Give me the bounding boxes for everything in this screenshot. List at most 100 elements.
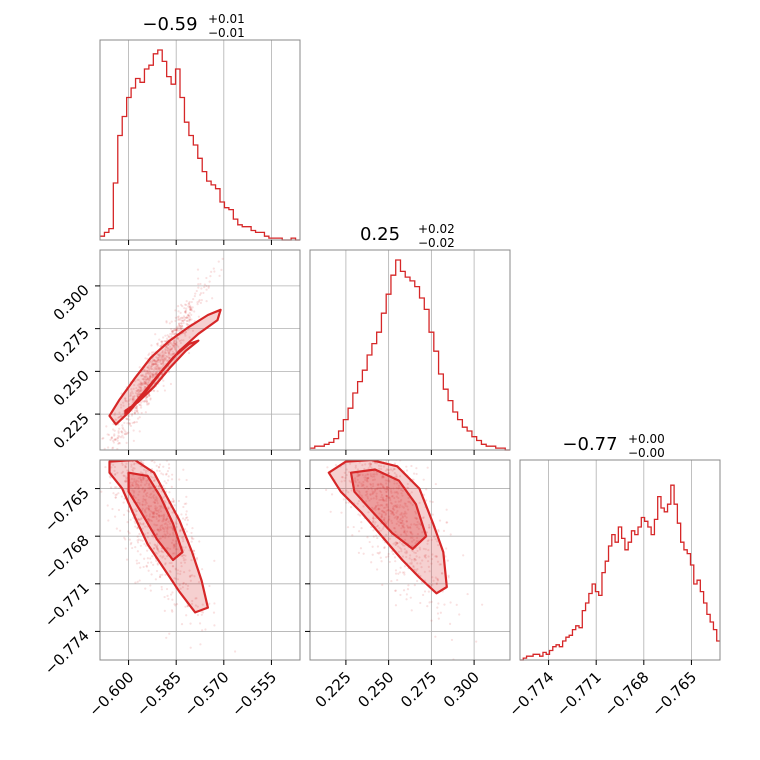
sample-point (181, 319, 184, 322)
sample-point (121, 426, 124, 429)
sample-point (121, 431, 124, 434)
sample-point (138, 503, 141, 506)
sample-point (159, 555, 162, 558)
sample-point (104, 465, 107, 469)
sample-point (166, 506, 170, 509)
sample-point (394, 589, 397, 592)
sample-point (336, 453, 338, 455)
sample-point (160, 343, 164, 346)
sample-point (393, 467, 396, 471)
sample-point (402, 512, 405, 515)
sample-point (152, 515, 155, 518)
sample-point (150, 364, 153, 367)
sample-point (168, 352, 171, 355)
sample-point (185, 316, 188, 319)
sample-point (176, 336, 179, 340)
sample-point (163, 354, 166, 357)
sample-point (133, 520, 136, 523)
sample-point (415, 540, 418, 543)
sample-point (438, 519, 442, 522)
sample-point (161, 354, 164, 358)
sample-point (376, 551, 379, 555)
sample-point (366, 473, 370, 476)
sample-point (154, 360, 158, 364)
sample-point (161, 526, 164, 529)
sample-point (163, 522, 166, 526)
sample-point (411, 536, 414, 539)
sample-point (399, 521, 403, 525)
sample-point (350, 489, 353, 492)
sample-point (436, 612, 440, 615)
sample-point (165, 346, 168, 349)
sample-point (200, 613, 203, 616)
sample-point (180, 622, 184, 626)
sample-point (405, 516, 408, 519)
sample-point (409, 502, 412, 505)
sample-point (171, 457, 173, 459)
sample-point (386, 506, 389, 509)
sample-point (139, 401, 143, 404)
sample-point (369, 493, 372, 496)
sample-point (124, 480, 128, 483)
sample-point (376, 487, 379, 490)
sample-point (366, 480, 369, 483)
sample-point (166, 347, 169, 350)
sample-point (165, 320, 168, 323)
sample-point (357, 530, 361, 533)
sample-point (174, 316, 177, 319)
sample-point (190, 559, 193, 562)
sample-point (396, 509, 399, 513)
sample-point (108, 475, 112, 478)
sample-point (158, 354, 161, 357)
sample-point (172, 353, 175, 356)
sample-point (163, 480, 166, 483)
sample-point (140, 460, 143, 463)
sample-point (403, 526, 406, 529)
sample-point (211, 668, 213, 670)
sample-point (191, 306, 194, 309)
sample-point (173, 603, 176, 606)
sample-point (162, 379, 165, 382)
sample-point (171, 329, 174, 333)
sample-point (179, 311, 182, 315)
sample-point (381, 485, 385, 489)
sample-point (154, 507, 157, 510)
sample-point (397, 545, 400, 548)
sample-point (155, 371, 158, 374)
sample-point (419, 601, 422, 605)
sample-point (156, 360, 159, 364)
sample-point (184, 316, 188, 319)
sample-point (162, 465, 165, 468)
sample-point (373, 450, 375, 452)
sample-point (123, 432, 126, 436)
sample-point (384, 513, 387, 516)
sample-point (372, 491, 376, 494)
sample-point (385, 504, 388, 507)
sample-point (136, 389, 139, 392)
sample-point (137, 390, 140, 393)
sample-point (189, 574, 193, 577)
sample-point (176, 578, 180, 581)
sample-point (148, 373, 151, 376)
sample-point (163, 609, 166, 612)
sample-point (187, 318, 191, 321)
sample-point (394, 604, 398, 607)
sample-point (427, 590, 430, 593)
sample-point (150, 460, 153, 463)
sample-point (149, 366, 152, 369)
sample-point (131, 469, 135, 472)
sample-point (139, 385, 142, 388)
sample-point (405, 552, 408, 555)
sample-point (133, 467, 136, 470)
sample-point (128, 457, 130, 459)
sample-point (165, 473, 168, 476)
sample-point (348, 470, 351, 474)
sample-point (155, 360, 158, 363)
sample-point (171, 539, 175, 542)
sample-point (392, 505, 395, 508)
sample-point (123, 429, 126, 432)
sample-point (139, 479, 143, 482)
sample-point (385, 533, 388, 536)
sample-point (169, 522, 172, 525)
sample-point (124, 399, 127, 403)
